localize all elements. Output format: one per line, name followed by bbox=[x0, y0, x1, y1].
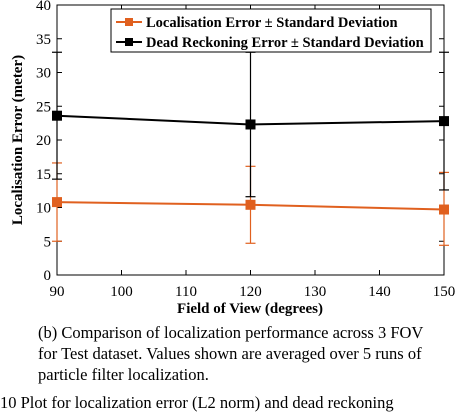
y-tick-label: 40 bbox=[36, 0, 51, 14]
y-axis-title: Localisation Error (meter) bbox=[10, 55, 26, 225]
axis-ticks: 90 100 110 120 130 140 150 0 5 10 15 20 25 30 35 40 bbox=[36, 0, 455, 300]
caption-line: (b) Comparison of localization performan… bbox=[38, 323, 424, 342]
chart: 90 100 110 120 130 140 150 0 5 10 15 20 25 30 35 40 Loc… bbox=[10, 0, 455, 317]
y-tick-label: 25 bbox=[36, 99, 51, 115]
y-tick-label: 35 bbox=[36, 32, 51, 48]
legend-marker-dead-reckoning bbox=[125, 38, 133, 46]
figure-caption: (b) Comparison of localization performan… bbox=[38, 322, 470, 385]
footer-text: 10 Plot for localization error (L2 norm)… bbox=[0, 393, 394, 412]
caption-line: particle filter localization. bbox=[38, 365, 209, 384]
data-point-dead-reckoning bbox=[52, 110, 62, 121]
x-tick-label: 90 bbox=[50, 284, 65, 300]
x-tick-label: 130 bbox=[304, 284, 327, 300]
x-tick-label: 120 bbox=[239, 284, 262, 300]
legend-label-dead-reckoning: Dead Reckoning Error ± Standard Deviatio… bbox=[146, 35, 424, 51]
legend-marker-localisation bbox=[125, 18, 133, 26]
legend-label-localisation: Localisation Error ± Standard Deviation bbox=[146, 15, 398, 31]
x-tick-label: 110 bbox=[175, 284, 197, 300]
y-tick-label: 20 bbox=[36, 133, 51, 149]
x-tick-label: 100 bbox=[110, 284, 133, 300]
data-point-localisation bbox=[245, 199, 256, 210]
legend-box bbox=[110, 8, 432, 53]
x-tick-label: 150 bbox=[433, 284, 456, 300]
data-point-localisation bbox=[439, 204, 449, 215]
x-tick-label: 140 bbox=[368, 284, 391, 300]
y-tick-label: 10 bbox=[36, 201, 51, 217]
data-point-dead-reckoning bbox=[439, 116, 449, 127]
y-tick-label: 5 bbox=[44, 234, 52, 250]
data-point-localisation bbox=[52, 197, 62, 208]
chart-marks bbox=[52, 51, 449, 246]
x-axis-title: Field of View (degrees) bbox=[177, 301, 323, 317]
y-tick-label: 30 bbox=[36, 66, 51, 82]
legend: Localisation Error ± Standard Deviation … bbox=[110, 8, 432, 53]
caption-line: for Test dataset. Values shown are avera… bbox=[38, 344, 422, 363]
y-tick-label: 0 bbox=[44, 268, 52, 284]
y-tick-label: 15 bbox=[36, 167, 51, 183]
data-point-dead-reckoning bbox=[245, 119, 256, 130]
